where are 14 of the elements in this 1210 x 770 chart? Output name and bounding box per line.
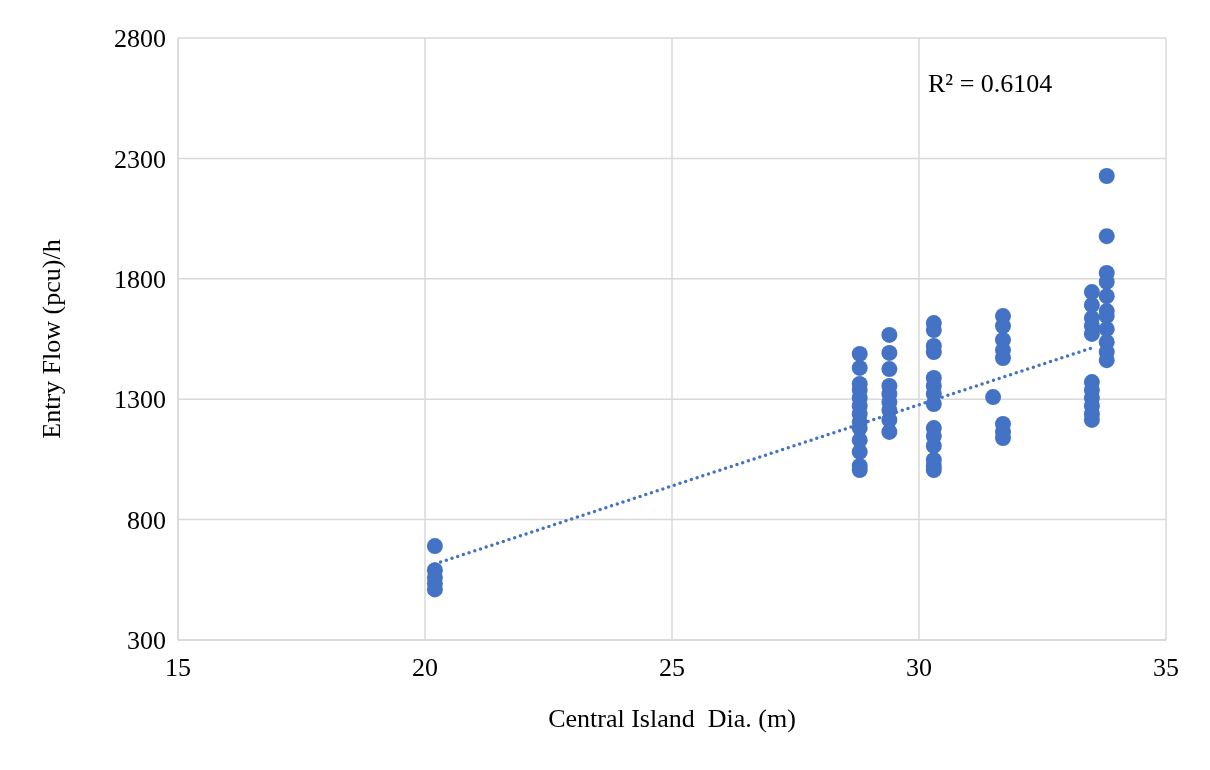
x-tick-label: 25 — [659, 653, 685, 682]
y-axis-title: Entry Flow (pcu)/h — [37, 239, 66, 439]
x-tick-label: 20 — [412, 653, 438, 682]
y-tick-label: 800 — [127, 505, 166, 535]
x-tick-label: 30 — [906, 653, 932, 682]
y-tick-label: 1800 — [114, 264, 166, 294]
x-tick-label: 15 — [165, 653, 191, 682]
y-tick-label: 2300 — [114, 144, 166, 174]
y-tick-label: 1300 — [114, 385, 166, 415]
y-tick-label: 300 — [127, 626, 166, 656]
y-tick-label: 2800 — [114, 24, 166, 54]
x-axis-title: Central Island Dia. (m) — [548, 704, 796, 733]
annotation: R² = 0.6104 — [928, 69, 1053, 98]
x-tick-label: 35 — [1153, 653, 1179, 682]
